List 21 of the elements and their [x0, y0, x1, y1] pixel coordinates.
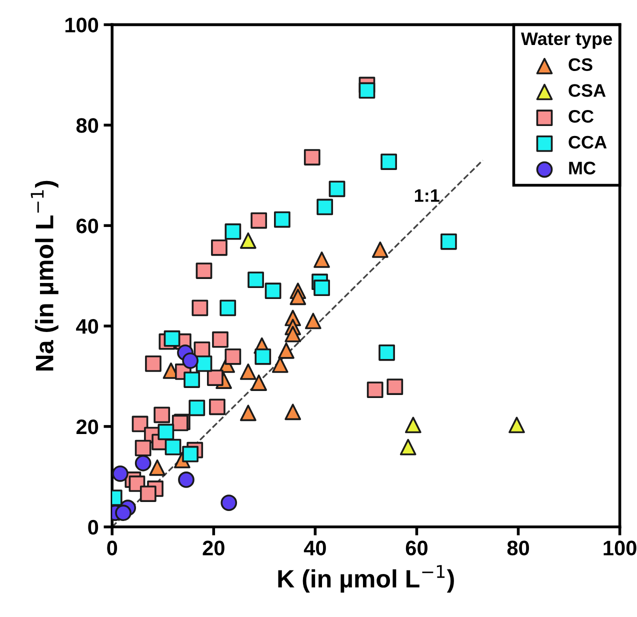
x-tick-label: 20: [202, 540, 224, 556]
y-tick-label: 60: [76, 218, 98, 234]
x-tick-label: 40: [304, 540, 326, 556]
legend-label: CSA: [568, 84, 606, 97]
y-tick-label: 0: [88, 520, 98, 535]
x-axis-title: K (in µmol L$^{−1}$): [278, 565, 454, 593]
legend-label: CCA: [568, 136, 607, 149]
y-tick-label: 20: [76, 419, 98, 434]
x-tick-label: 80: [507, 540, 529, 556]
legend-label: MC: [569, 162, 596, 174]
y-tick-label: 40: [76, 319, 98, 334]
x-tick-label: 0: [107, 540, 118, 556]
legend-label: CS: [568, 58, 592, 72]
annotation: 1:1: [414, 189, 440, 202]
legend-label: CC: [568, 110, 594, 123]
y-axis-title: Na (in µmol L$^{−1}$): [30, 180, 58, 370]
legend-title: Water type: [520, 32, 612, 49]
y-tick-label: 100: [65, 18, 98, 32]
x-tick-label: 60: [406, 540, 428, 556]
y-tick-label: 80: [76, 118, 98, 133]
x-tick-label: 100: [604, 540, 636, 556]
